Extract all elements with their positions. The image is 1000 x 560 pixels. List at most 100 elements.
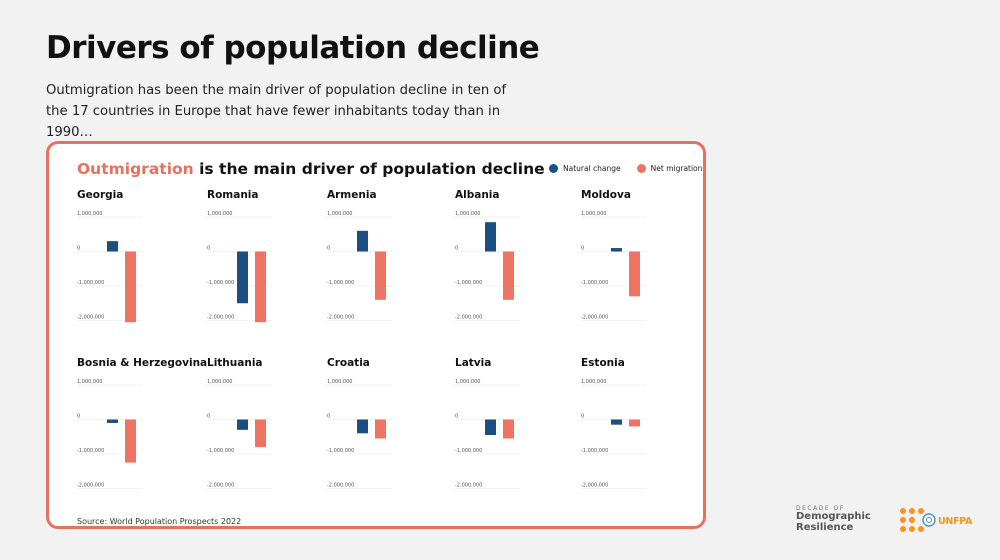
chart-panel-latvia: Latvia 1,000,000 0 -1,000,000 -2,000,000 bbox=[455, 357, 579, 507]
chart-panel-georgia: Georgia 1,000,000 0 -1,000,000 -2,000,000 bbox=[77, 189, 201, 339]
panel-title: Armenia bbox=[327, 189, 377, 201]
chart-panel-albania: Albania 1,000,000 0 -1,000,000 -2,000,000 bbox=[455, 189, 579, 339]
y-tick-label: -2,000,000 bbox=[207, 483, 234, 489]
y-tick-label: -2,000,000 bbox=[77, 315, 104, 321]
y-tick-label: -1,000,000 bbox=[327, 448, 354, 454]
y-tick-label: -1,000,000 bbox=[455, 448, 482, 454]
panel-title: Lithuania bbox=[207, 357, 263, 369]
legend-label-migration: Net migration bbox=[650, 164, 703, 173]
logo-line-3: Resilience bbox=[796, 521, 854, 533]
card-title-accent: Outmigration bbox=[77, 160, 194, 178]
legend-swatch-natural bbox=[549, 164, 558, 173]
chart-panel-lithuania: Lithuania 1,000,000 0 -1,000,000 -2,000,000 bbox=[207, 357, 331, 507]
y-tick-label: 0 bbox=[207, 414, 210, 420]
bar-net-migration bbox=[125, 251, 136, 323]
y-tick-label: 1,000,000 bbox=[581, 379, 606, 385]
y-tick-label: 1,000,000 bbox=[327, 379, 352, 385]
page-subtitle: Outmigration has been the main driver of… bbox=[46, 83, 507, 140]
y-tick-label: -1,000,000 bbox=[455, 280, 482, 286]
bar-natural-change bbox=[237, 251, 248, 304]
panel-chart: 1,000,000 0 -1,000,000 -2,000,000 bbox=[455, 379, 520, 489]
panel-title: Latvia bbox=[455, 357, 492, 369]
y-tick-label: -2,000,000 bbox=[455, 483, 482, 489]
bar-net-migration bbox=[255, 419, 266, 448]
bar-natural-change bbox=[611, 248, 622, 252]
panel-chart: 1,000,000 0 -1,000,000 -2,000,000 bbox=[327, 211, 392, 321]
bar-net-migration bbox=[503, 251, 514, 300]
y-tick-label: 0 bbox=[77, 246, 80, 252]
y-tick-label: -2,000,000 bbox=[455, 315, 482, 321]
y-tick-label: -2,000,000 bbox=[581, 483, 608, 489]
card-title: Outmigration is the main driver of popul… bbox=[77, 160, 545, 178]
panel-chart: 1,000,000 0 -1,000,000 -2,000,000 bbox=[455, 211, 520, 321]
legend-item-migration: Net migration bbox=[636, 164, 703, 173]
logo-line-2: Demographic bbox=[796, 511, 871, 523]
panel-title: Bosnia & Herzegovina bbox=[77, 357, 208, 369]
y-tick-label: -1,000,000 bbox=[77, 448, 104, 454]
decade-demographic-resilience-logo: DECADE OF Demographic Resilience bbox=[796, 505, 886, 533]
unfpa-logo: UNFPA bbox=[898, 505, 972, 539]
y-tick-label: 1,000,000 bbox=[455, 379, 480, 385]
y-tick-label: 1,000,000 bbox=[77, 211, 102, 217]
bar-natural-change bbox=[485, 222, 496, 252]
y-tick-label: -1,000,000 bbox=[77, 280, 104, 286]
unfpa-wordmark: UNFPA bbox=[938, 516, 973, 527]
panel-chart: 1,000,000 0 -1,000,000 -2,000,000 bbox=[581, 211, 646, 321]
panel-title: Romania bbox=[207, 189, 259, 201]
panel-title: Albania bbox=[455, 189, 500, 201]
panel-title: Estonia bbox=[581, 357, 625, 369]
bar-natural-change bbox=[611, 419, 622, 425]
y-tick-label: -2,000,000 bbox=[207, 315, 234, 321]
chart-panel-bosnia-herzegovina: Bosnia & Herzegovina 1,000,000 0 -1,000,000… bbox=[77, 357, 207, 507]
legend-swatch-migration bbox=[636, 164, 646, 173]
chart-panel-moldova: Moldova 1,000,000 0 -1,000,000 -2,000,000 bbox=[581, 189, 705, 339]
bar-net-migration bbox=[125, 419, 136, 463]
bar-natural-change bbox=[237, 419, 248, 430]
bar-net-migration bbox=[255, 251, 266, 323]
y-tick-label: 1,000,000 bbox=[207, 379, 232, 385]
panel-title: Georgia bbox=[77, 189, 124, 201]
y-tick-label: 1,000,000 bbox=[327, 211, 352, 217]
panel-chart: 1,000,000 0 -1,000,000 -2,000,000 bbox=[77, 211, 142, 323]
y-tick-label: 1,000,000 bbox=[581, 211, 606, 217]
y-tick-label: -1,000,000 bbox=[581, 448, 608, 454]
unfpa-dots-icon bbox=[900, 508, 936, 532]
y-tick-label: 0 bbox=[207, 246, 210, 252]
panel-chart: 1,000,000 0 -1,000,000 -2,000,000 bbox=[207, 211, 272, 323]
logo-line-1: DECADE OF bbox=[796, 505, 845, 512]
bar-natural-change bbox=[357, 230, 368, 252]
panel-title: Moldova bbox=[581, 189, 631, 201]
bar-net-migration bbox=[375, 251, 386, 300]
card-title-rest: is the main driver of population decline bbox=[193, 160, 545, 178]
y-tick-label: 0 bbox=[455, 414, 458, 420]
y-tick-label: 0 bbox=[327, 414, 330, 420]
y-tick-label: -1,000,000 bbox=[207, 280, 234, 286]
y-tick-label: 0 bbox=[581, 246, 584, 252]
bar-net-migration bbox=[629, 251, 640, 297]
panel-title: Croatia bbox=[327, 357, 370, 369]
y-tick-label: 0 bbox=[327, 246, 330, 252]
y-tick-label: -2,000,000 bbox=[327, 483, 354, 489]
chart-panel-croatia: Croatia 1,000,000 0 -1,000,000 -2,000,000 bbox=[327, 357, 451, 507]
bar-net-migration bbox=[375, 419, 386, 439]
chart-card: Outmigration is the main driver of popul… bbox=[46, 141, 706, 529]
panel-chart: 1,000,000 0 -1,000,000 -2,000,000 bbox=[77, 379, 142, 489]
y-tick-label: 1,000,000 bbox=[207, 211, 232, 217]
y-tick-label: -1,000,000 bbox=[207, 448, 234, 454]
panel-chart: 1,000,000 0 -1,000,000 -2,000,000 bbox=[581, 379, 646, 489]
panel-chart: 1,000,000 0 -1,000,000 -2,000,000 bbox=[207, 379, 272, 489]
bar-natural-change bbox=[107, 241, 118, 252]
y-tick-label: 0 bbox=[77, 414, 80, 420]
y-tick-label: -2,000,000 bbox=[327, 315, 354, 321]
y-tick-label: 1,000,000 bbox=[455, 211, 480, 217]
panel-chart: 1,000,000 0 -1,000,000 -2,000,000 bbox=[327, 379, 392, 489]
legend-label-natural: Natural change bbox=[563, 164, 621, 173]
y-tick-label: 0 bbox=[581, 414, 584, 420]
legend-item-natural: Natural change bbox=[549, 164, 621, 173]
y-tick-label: 1,000,000 bbox=[77, 379, 102, 385]
chart-panel-romania: Romania 1,000,000 0 -1,000,000 -2,000,000 bbox=[207, 189, 331, 339]
y-tick-label: 0 bbox=[455, 246, 458, 252]
y-tick-label: -2,000,000 bbox=[77, 483, 104, 489]
legend: Natural change Net migration bbox=[549, 164, 702, 173]
y-tick-label: -1,000,000 bbox=[327, 280, 354, 286]
